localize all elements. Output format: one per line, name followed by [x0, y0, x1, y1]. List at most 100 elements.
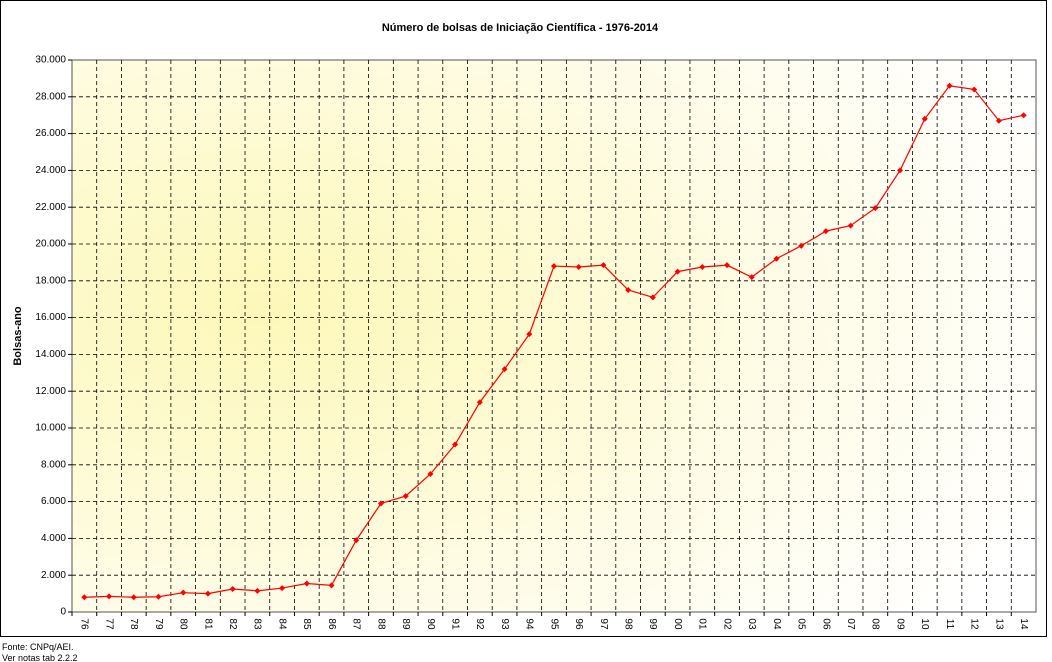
- x-tick-label: 96: [573, 618, 584, 630]
- y-tick-label: 18.000: [35, 275, 66, 286]
- marker: [699, 264, 706, 270]
- y-tick-label: 14.000: [35, 349, 66, 360]
- y-tick-label: 20.000: [35, 239, 66, 250]
- y-tick-label: 26.000: [35, 128, 66, 139]
- x-tick-label: 95: [548, 618, 559, 630]
- marker: [155, 593, 162, 600]
- marker: [279, 585, 286, 592]
- marker: [773, 255, 780, 262]
- marker: [328, 582, 335, 589]
- x-tick-label: 12: [969, 618, 980, 630]
- marker: [501, 366, 508, 373]
- x-tick-label: 78: [128, 618, 139, 630]
- marker: [229, 586, 236, 592]
- source-note: Fonte: CNPq/AEI.: [2, 642, 74, 652]
- marker: [674, 268, 681, 275]
- marker: [130, 594, 137, 601]
- x-tick-label: 06: [820, 618, 831, 630]
- x-tick-label: 11: [944, 619, 955, 630]
- marker: [427, 471, 434, 477]
- x-tick-label: 98: [623, 618, 634, 630]
- x-tick-label: 85: [301, 618, 312, 630]
- marker: [526, 331, 533, 338]
- marker: [995, 117, 1002, 124]
- marker: [649, 294, 656, 301]
- marker: [254, 587, 261, 594]
- y-tick-label: 30.000: [35, 55, 66, 66]
- marker: [798, 242, 805, 249]
- marker: [1020, 112, 1027, 119]
- marker: [476, 399, 483, 406]
- marker: [872, 205, 879, 212]
- x-tick-label: 03: [746, 618, 757, 630]
- x-tick-label: 83: [252, 618, 263, 630]
- y-tick-label: 0: [60, 607, 66, 618]
- x-tick-label: 76: [79, 618, 90, 630]
- marker: [180, 589, 187, 596]
- marker: [897, 167, 904, 174]
- marker: [452, 441, 459, 448]
- marker: [822, 228, 829, 235]
- marker: [551, 263, 557, 270]
- x-tick-label: 91: [449, 618, 460, 630]
- y-tick-label: 10.000: [35, 423, 66, 434]
- x-tick-label: 01: [697, 618, 708, 630]
- y-tick-label: 24.000: [35, 165, 66, 176]
- x-tick-label: 07: [845, 618, 856, 630]
- x-tick-label: 81: [202, 618, 213, 630]
- y-tick-label: 8.000: [41, 459, 66, 470]
- x-tick-label: 88: [375, 618, 386, 630]
- chart-title: Número de bolsas de Iniciação Científica…: [382, 22, 659, 34]
- x-tick-label: 92: [474, 618, 485, 630]
- marker: [402, 493, 409, 500]
- x-tick-label: 87: [351, 618, 362, 630]
- marker: [106, 593, 113, 600]
- x-tick-label: 08: [870, 618, 881, 630]
- x-tick-label: 82: [227, 618, 238, 630]
- x-tick-label: 00: [672, 618, 683, 630]
- y-tick-label: 28.000: [35, 91, 66, 102]
- x-tick-label: 94: [524, 618, 535, 630]
- x-tick-label: 10: [919, 618, 930, 630]
- source-note: Ver notas tab 2.2.2: [2, 653, 78, 662]
- x-tick-label: 14: [1018, 618, 1029, 630]
- marker: [600, 262, 607, 269]
- x-tick-label: 13: [993, 618, 1004, 630]
- x-tick-label: 90: [425, 618, 436, 630]
- marker: [971, 86, 978, 93]
- x-tick-label: 84: [276, 618, 287, 630]
- marker: [303, 580, 310, 587]
- y-tick-label: 16.000: [35, 312, 66, 323]
- y-tick-label: 22.000: [35, 202, 66, 213]
- marker: [724, 262, 731, 269]
- y-tick-label: 2.000: [41, 570, 66, 581]
- x-tick-label: 86: [326, 618, 337, 630]
- y-tick-label: 4.000: [41, 533, 66, 544]
- marker: [748, 274, 755, 281]
- y-tick-label: 12.000: [35, 386, 66, 397]
- x-tick-label: 80: [178, 618, 189, 630]
- x-tick-label: 79: [153, 618, 164, 630]
- marker: [921, 115, 928, 122]
- x-tick-label: 04: [771, 618, 782, 630]
- x-tick-label: 09: [894, 618, 905, 630]
- marker: [625, 287, 632, 293]
- plot-area: [71, 59, 1037, 613]
- x-tick-label: 99: [647, 618, 658, 630]
- marker: [377, 500, 384, 507]
- x-tick-label: 77: [103, 618, 114, 630]
- x-tick-label: 93: [499, 618, 510, 630]
- marker: [81, 594, 88, 601]
- x-tick-label: 89: [400, 618, 411, 630]
- x-tick-label: 02: [721, 618, 732, 630]
- marker: [847, 222, 854, 229]
- x-tick-label: 05: [796, 618, 807, 630]
- x-tick-label: 97: [598, 618, 609, 630]
- y-tick-label: 6.000: [41, 496, 66, 507]
- marker: [575, 264, 582, 270]
- marker: [353, 537, 360, 544]
- marker: [204, 590, 211, 597]
- marker: [946, 82, 953, 89]
- y-axis-label: Bolsas-ano: [12, 306, 24, 366]
